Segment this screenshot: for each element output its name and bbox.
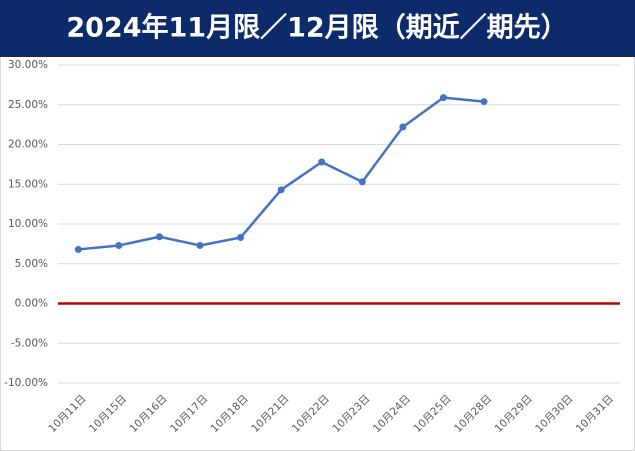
data-point	[358, 178, 366, 186]
y-tick-label: 10.00%	[8, 218, 48, 230]
data-point	[74, 245, 82, 253]
data-point	[480, 98, 488, 106]
y-tick-label: -10.00%	[4, 377, 48, 389]
y-tick-label: -5.00%	[11, 337, 48, 349]
data-point	[196, 241, 204, 249]
y-tick-label: 0.00%	[15, 298, 48, 310]
data-point	[237, 234, 245, 242]
y-tick-label: 15.00%	[8, 178, 48, 190]
data-point	[318, 158, 326, 166]
data-point	[399, 123, 407, 131]
y-tick-label: 20.00%	[8, 139, 48, 151]
y-tick-label: 30.00%	[8, 59, 48, 71]
data-point	[115, 241, 123, 249]
data-point	[155, 233, 163, 241]
chart-title: 2024年11月限／12月限（期近／期先）	[66, 12, 567, 44]
data-point	[277, 186, 285, 194]
y-tick-label: 25.00%	[8, 99, 48, 111]
y-tick-label: 5.00%	[15, 258, 48, 270]
data-point	[439, 94, 447, 102]
title-banner	[0, 0, 635, 57]
